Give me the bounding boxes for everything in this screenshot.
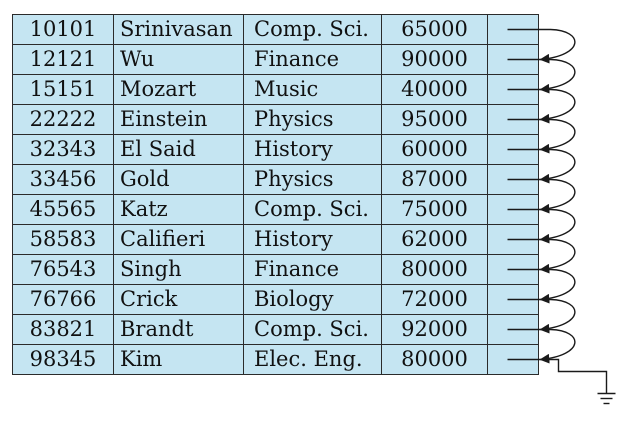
record-salary: 75000: [381, 194, 488, 225]
record-dept: Biology: [243, 284, 382, 315]
record-name: Mozart: [113, 74, 244, 105]
next-record-pointer: [507, 178, 576, 214]
record-name: Einstein: [113, 104, 244, 135]
record-id: 45565: [12, 194, 114, 225]
record-row: 83821 Brandt Comp. Sci. 92000: [12, 314, 539, 345]
ground-symbol-icon: [507, 358, 616, 405]
next-record-pointer: [507, 208, 576, 244]
record-id: 83821: [12, 314, 114, 345]
record-salary: 92000: [381, 314, 488, 345]
record-id: 12121: [12, 44, 114, 75]
record-id: 15151: [12, 74, 114, 105]
record-name: Kim: [113, 344, 244, 375]
record-salary: 72000: [381, 284, 488, 315]
record-id: 22222: [12, 104, 114, 135]
record-salary: 62000: [381, 224, 488, 255]
next-record-pointer: [507, 268, 576, 304]
record-dept: Elec. Eng.: [243, 344, 382, 375]
next-record-pointer: [507, 118, 576, 154]
next-record-pointer: [507, 328, 576, 364]
record-id: 98345: [12, 344, 114, 375]
sequential-file-table: 10101 Srinivasan Comp. Sci. 65000 12121 Wu Fin…: [12, 14, 539, 375]
record-id: 33456: [12, 164, 114, 195]
record-salary: 87000: [381, 164, 488, 195]
record-dept: Finance: [243, 254, 382, 285]
record-dept: Music: [243, 74, 382, 105]
record-salary: 80000: [381, 344, 488, 375]
record-row: 98345 Kim Elec. Eng. 80000: [12, 344, 539, 375]
record-id: 10101: [12, 14, 114, 45]
record-id: 76766: [12, 284, 114, 315]
next-record-pointer: [507, 58, 576, 94]
record-dept: Comp. Sci.: [243, 14, 382, 45]
record-row: 15151 Mozart Music 40000: [12, 74, 539, 105]
next-record-pointer: [507, 28, 576, 64]
record-dept: Comp. Sci.: [243, 314, 382, 345]
next-record-pointer: [507, 88, 576, 124]
next-record-pointer: [507, 238, 576, 274]
record-row: 33456 Gold Physics 87000: [12, 164, 539, 195]
record-name: Brandt: [113, 314, 244, 345]
record-salary: 65000: [381, 14, 488, 45]
record-name: Gold: [113, 164, 244, 195]
record-dept: Physics: [243, 164, 382, 195]
next-record-pointer: [507, 148, 576, 184]
record-row: 76766 Crick Biology 72000: [12, 284, 539, 315]
record-id: 58583: [12, 224, 114, 255]
record-list: 10101 Srinivasan Comp. Sci. 65000 12121 Wu Fin…: [12, 14, 539, 375]
next-record-pointer: [507, 298, 576, 334]
record-name: Crick: [113, 284, 244, 315]
record-dept: Finance: [243, 44, 382, 75]
record-salary: 80000: [381, 254, 488, 285]
record-salary: 40000: [381, 74, 488, 105]
record-row: 58583 Califieri History 62000: [12, 224, 539, 255]
record-salary: 60000: [381, 134, 488, 165]
null-pointer-line: [507, 358, 608, 394]
